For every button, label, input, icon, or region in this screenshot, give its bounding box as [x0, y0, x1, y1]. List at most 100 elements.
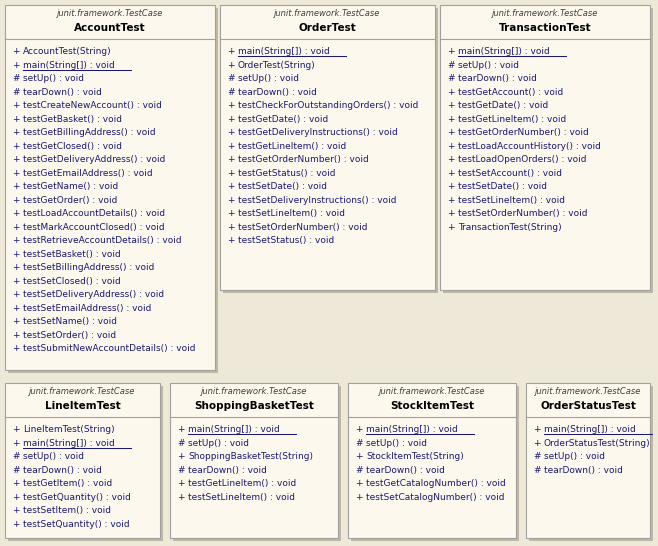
Text: +: + [177, 425, 184, 434]
Text: testSetEmailAddress() : void: testSetEmailAddress() : void [23, 304, 151, 313]
Text: AccountTest(String): AccountTest(String) [23, 48, 112, 56]
Text: #: # [12, 74, 20, 83]
Text: LineItemTest(String): LineItemTest(String) [23, 425, 114, 434]
Text: OrderTest(String): OrderTest(String) [238, 61, 316, 70]
Text: testGetLineItem() : void: testGetLineItem() : void [188, 479, 296, 488]
Text: +: + [447, 115, 455, 124]
Text: setUp() : void: setUp() : void [23, 74, 84, 83]
Text: +: + [12, 128, 20, 137]
Text: +: + [227, 115, 234, 124]
Text: testLoadAccountDetails() : void: testLoadAccountDetails() : void [23, 209, 165, 218]
Text: OrderStatusTest: OrderStatusTest [540, 401, 636, 411]
Text: +: + [12, 263, 20, 272]
Text: testGetOrderNumber() : void: testGetOrderNumber() : void [458, 128, 589, 137]
Text: +: + [12, 520, 20, 529]
Text: testSetBillingAddress() : void: testSetBillingAddress() : void [23, 263, 155, 272]
Text: +: + [227, 209, 234, 218]
Text: setUp() : void: setUp() : void [458, 61, 519, 70]
Text: TransactionTest(String): TransactionTest(String) [458, 223, 562, 232]
Text: testCreateNewAccount() : void: testCreateNewAccount() : void [23, 101, 162, 110]
Text: testLoadOpenOrders() : void: testLoadOpenOrders() : void [458, 155, 586, 164]
Text: testSetItem() : void: testSetItem() : void [23, 506, 111, 515]
Text: #: # [227, 74, 234, 83]
Text: +: + [227, 223, 234, 232]
Text: +: + [12, 182, 20, 191]
Text: +: + [12, 277, 20, 286]
Text: LineItemTest: LineItemTest [45, 401, 120, 411]
Text: #: # [355, 466, 363, 475]
Text: +: + [447, 196, 455, 205]
Text: +: + [12, 61, 20, 70]
Text: +: + [447, 48, 455, 56]
Text: #: # [177, 439, 184, 448]
Text: +: + [447, 209, 455, 218]
Text: main(String[]) : void: main(String[]) : void [238, 48, 330, 56]
Text: setUp() : void: setUp() : void [366, 439, 427, 448]
Text: #: # [12, 88, 20, 97]
Text: main(String[]) : void: main(String[]) : void [188, 425, 280, 434]
Text: #: # [447, 74, 455, 83]
Bar [529, 386, 653, 541]
Text: +: + [355, 452, 363, 461]
Text: testCheckForOutstandingOrders() : void: testCheckForOutstandingOrders() : void [238, 101, 418, 110]
Text: main(String[]) : void: main(String[]) : void [23, 439, 114, 448]
Text: tearDown() : void: tearDown() : void [458, 74, 537, 83]
Text: testSetLineItem() : void: testSetLineItem() : void [188, 492, 295, 502]
Text: +: + [12, 142, 20, 151]
Bar [5, 5, 215, 370]
Text: +: + [12, 196, 20, 205]
Text: setUp() : void: setUp() : void [188, 439, 249, 448]
Text: +: + [533, 425, 540, 434]
Text: testGetOrder() : void: testGetOrder() : void [23, 196, 117, 205]
Text: main(String[]) : void: main(String[]) : void [544, 425, 636, 434]
Text: #: # [227, 88, 234, 97]
Text: +: + [12, 331, 20, 340]
Text: tearDown() : void: tearDown() : void [544, 466, 623, 475]
Bar [173, 386, 341, 541]
Text: +: + [355, 492, 363, 502]
Text: +: + [12, 236, 20, 245]
Text: ShoppingBasketTest: ShoppingBasketTest [194, 401, 314, 411]
Bar [8, 8, 218, 373]
Text: OrderTest: OrderTest [299, 23, 357, 33]
Text: junit.framework.TestCase: junit.framework.TestCase [535, 388, 641, 396]
Text: StockItemTest(String): StockItemTest(String) [366, 452, 464, 461]
Text: #: # [12, 452, 20, 461]
Text: main(String[]) : void: main(String[]) : void [366, 425, 458, 434]
Text: setUp() : void: setUp() : void [23, 452, 84, 461]
Text: +: + [447, 155, 455, 164]
Text: junit.framework.TestCase: junit.framework.TestCase [201, 388, 307, 396]
Text: +: + [12, 344, 20, 353]
Text: +: + [12, 101, 20, 110]
Text: +: + [227, 155, 234, 164]
Text: +: + [12, 317, 20, 327]
Text: tearDown() : void: tearDown() : void [188, 466, 267, 475]
Text: testSetDeliveryInstructions() : void: testSetDeliveryInstructions() : void [238, 196, 397, 205]
Text: testSetStatus() : void: testSetStatus() : void [238, 236, 334, 245]
Text: #: # [447, 61, 455, 70]
Text: #: # [533, 452, 540, 461]
Text: +: + [227, 101, 234, 110]
Text: +: + [12, 209, 20, 218]
Text: testSetLineItem() : void: testSetLineItem() : void [458, 196, 565, 205]
Text: +: + [12, 506, 20, 515]
Text: ShoppingBasketTest(String): ShoppingBasketTest(String) [188, 452, 313, 461]
Text: +: + [12, 290, 20, 299]
Text: +: + [12, 169, 20, 178]
Bar [170, 383, 338, 538]
Text: testGetOrderNumber() : void: testGetOrderNumber() : void [238, 155, 368, 164]
Text: TransactionTest: TransactionTest [499, 23, 592, 33]
Text: tearDown() : void: tearDown() : void [366, 466, 445, 475]
Text: setUp() : void: setUp() : void [544, 452, 605, 461]
Text: testGetDate() : void: testGetDate() : void [458, 101, 548, 110]
Text: testSetCatalogNumber() : void: testSetCatalogNumber() : void [366, 492, 505, 502]
Text: main(String[]) : void: main(String[]) : void [458, 48, 549, 56]
Text: testSetOrder() : void: testSetOrder() : void [23, 331, 116, 340]
Text: testGetItem() : void: testGetItem() : void [23, 479, 113, 488]
Text: testSetQuantity() : void: testSetQuantity() : void [23, 520, 130, 529]
Text: junit.framework.TestCase: junit.framework.TestCase [492, 9, 598, 19]
Text: #: # [177, 466, 184, 475]
Text: +: + [227, 169, 234, 178]
Text: testSetOrderNumber() : void: testSetOrderNumber() : void [238, 223, 368, 232]
Text: testMarkAccountClosed() : void: testMarkAccountClosed() : void [23, 223, 164, 232]
